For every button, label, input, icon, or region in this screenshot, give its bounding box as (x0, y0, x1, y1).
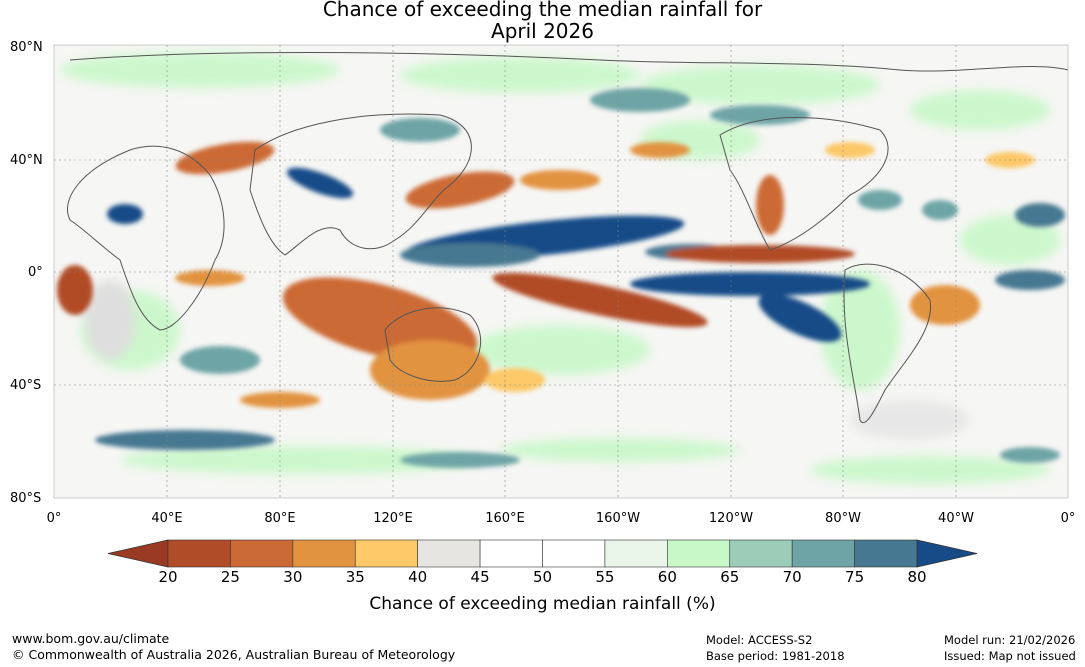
footer-website: www.bom.gov.au/climate (12, 631, 170, 646)
colorbar-segment (791, 539, 855, 568)
map-title-line1: Chance of exceeding the median rainfall … (322, 0, 763, 21)
lat-label-0: 0° (28, 265, 43, 280)
colorbar-segment (604, 539, 668, 568)
lon-label-120w: 120°W (708, 511, 754, 526)
colorbar-extend-low (107, 539, 169, 568)
map-field (54, 45, 1068, 498)
colorbar-segment (417, 539, 481, 568)
colorbar-segment (729, 539, 793, 568)
colorbar-tick-label: 45 (470, 568, 490, 586)
lon-label-40e: 40°E (151, 511, 183, 526)
footer-copyright: © Commonwealth of Australia 2026, Austra… (12, 647, 456, 662)
colorbar-segment (854, 539, 918, 568)
colorbar-tick-label: 20 (158, 568, 178, 586)
colorbar-tick-label: 70 (782, 568, 802, 586)
colorbar-tick-label: 75 (845, 568, 865, 586)
colorbar-tick-label: 25 (220, 568, 240, 586)
colorbar-segment (667, 539, 731, 568)
colorbar (107, 539, 978, 568)
colorbar-tick-label: 35 (345, 568, 365, 586)
colorbar-tick-label: 30 (283, 568, 303, 586)
colorbar-extend-high (916, 539, 978, 568)
lon-label-160e: 160°E (485, 511, 525, 526)
colorbar-segment (542, 539, 606, 568)
field-light (60, 52, 1060, 484)
lon-label-40w: 40°W (938, 511, 974, 526)
colorbar-segment (354, 539, 418, 568)
lon-label-80e: 80°E (264, 511, 296, 526)
footer-base-period: Base period: 1981-2018 (706, 649, 845, 663)
colorbar-segment (479, 539, 543, 568)
lat-label-40n: 40°N (10, 153, 43, 168)
graticule (54, 45, 1068, 498)
lon-label-360: 0° (1060, 511, 1076, 526)
lon-label-0: 0° (46, 511, 62, 526)
lat-label-40s: 40°S (10, 378, 42, 393)
map-title-line2: April 2026 (491, 19, 594, 43)
lat-label-80s: 80°S (10, 491, 42, 506)
colorbar-tick-label: 40 (408, 568, 428, 586)
colorbar-tick-label: 50 (532, 568, 553, 586)
footer-issued: Issued: Map not issued (944, 649, 1076, 663)
colorbar-tick-label: 55 (595, 568, 615, 586)
colorbar-tick-label: 60 (657, 568, 677, 586)
colorbar-segment (230, 539, 294, 568)
colorbar-title: Chance of exceeding median rainfall (%) (369, 594, 716, 614)
colorbar-tick-label: 65 (720, 568, 740, 586)
lat-label-80n: 80°N (10, 40, 43, 55)
lon-label-80w: 80°W (825, 511, 861, 526)
coastlines (67, 52, 1068, 423)
lon-label-120e: 120°E (373, 511, 413, 526)
footer-model: Model: ACCESS-S2 (706, 633, 813, 647)
colorbar-segment (292, 539, 356, 568)
footer-model-run: Model run: 21/02/2026 (944, 633, 1076, 647)
lon-label-160w: 160°W (595, 511, 641, 526)
colorbar-tick-label: 80 (907, 568, 927, 586)
colorbar-segment (167, 539, 231, 568)
